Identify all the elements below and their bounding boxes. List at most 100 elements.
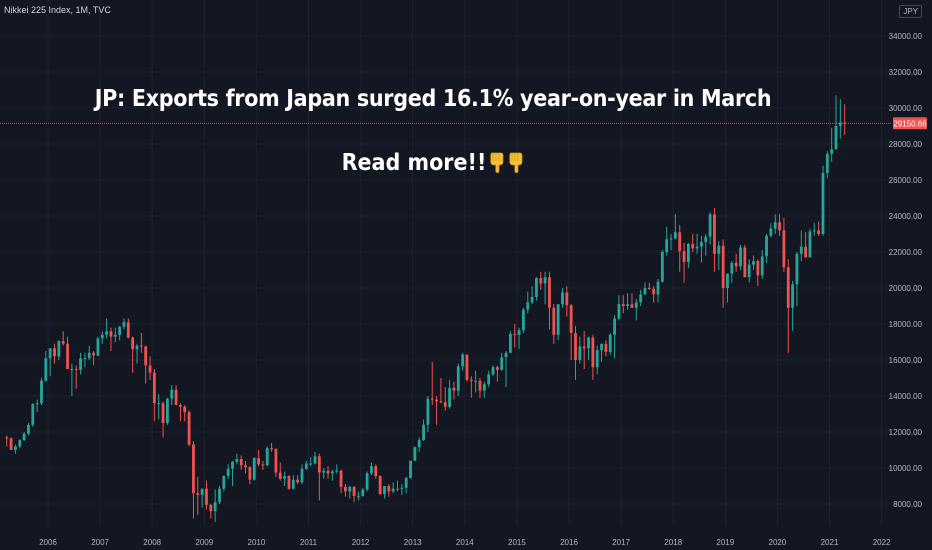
candle-body bbox=[404, 477, 408, 488]
candle-body bbox=[313, 456, 317, 464]
candle-body bbox=[600, 343, 603, 351]
backhand-index-pointing-down-icon bbox=[490, 152, 504, 173]
candle-body bbox=[673, 232, 677, 239]
candle-body bbox=[647, 288, 651, 289]
candle-body bbox=[643, 288, 647, 295]
headline-line2: Read more!! bbox=[0, 150, 866, 176]
candle-body bbox=[713, 214, 716, 254]
candle-body bbox=[387, 486, 391, 492]
currency-badge[interactable]: JPY bbox=[899, 5, 922, 18]
candle-body bbox=[747, 264, 751, 278]
x-tick-label: 2016 bbox=[560, 538, 578, 547]
candle-body bbox=[448, 387, 452, 407]
symbol-title[interactable]: Nikkei 225 Index, 1M, TVC bbox=[4, 5, 111, 15]
candle-body bbox=[400, 487, 404, 489]
candle-body bbox=[187, 412, 191, 445]
candle-body bbox=[109, 331, 113, 337]
candle-body bbox=[365, 473, 369, 490]
candle-body bbox=[309, 463, 313, 465]
candle-body bbox=[639, 294, 643, 303]
candle-body bbox=[834, 126, 838, 150]
candle-body bbox=[482, 384, 486, 391]
candle-body bbox=[122, 322, 126, 327]
candle-body bbox=[782, 230, 786, 268]
candle-body bbox=[14, 446, 17, 450]
candle-body bbox=[700, 242, 703, 247]
candle-body bbox=[791, 284, 794, 308]
candle-body bbox=[174, 389, 178, 405]
x-tick-label: 2018 bbox=[664, 538, 682, 547]
candle-body bbox=[409, 460, 412, 478]
y-tick-label: 22000.00 bbox=[889, 248, 923, 257]
candle-body bbox=[526, 302, 530, 310]
candle-body bbox=[70, 369, 74, 370]
candle-body bbox=[726, 273, 729, 288]
candle-body bbox=[317, 456, 321, 473]
candle-body bbox=[487, 374, 491, 385]
candle-body bbox=[621, 304, 625, 306]
candle-body bbox=[665, 239, 669, 252]
x-tick-label: 2012 bbox=[352, 538, 370, 547]
last-price-tag-background bbox=[893, 117, 927, 130]
candle-body bbox=[9, 438, 13, 450]
x-tick-label: 2021 bbox=[821, 538, 839, 547]
y-tick-label: 18000.00 bbox=[889, 320, 923, 329]
y-tick-label: 32000.00 bbox=[889, 68, 923, 77]
candle-body bbox=[461, 354, 465, 367]
candle-body bbox=[743, 247, 747, 278]
read-more-text: Read more!! bbox=[341, 150, 487, 176]
candle-body bbox=[704, 236, 708, 243]
candle-body bbox=[283, 476, 287, 479]
candle-body bbox=[708, 214, 712, 237]
candle-body bbox=[96, 338, 100, 356]
candle-body bbox=[378, 476, 382, 495]
candle-body bbox=[218, 488, 221, 503]
candle-body bbox=[274, 449, 278, 473]
candle-body bbox=[35, 403, 39, 405]
candle-body bbox=[40, 380, 43, 404]
candle-body bbox=[300, 468, 304, 483]
candle-body bbox=[226, 468, 230, 477]
time-axis[interactable]: 2006 2007 2008 2009 2010 2011 2012 2013 2014 2015… bbox=[39, 538, 891, 547]
candle-body bbox=[543, 277, 547, 284]
y-tick-label: 20000.00 bbox=[889, 284, 923, 293]
x-tick-label: 2007 bbox=[91, 538, 109, 547]
candle-body bbox=[352, 486, 356, 496]
candles bbox=[5, 95, 847, 522]
candle-body bbox=[170, 389, 174, 399]
candle-body bbox=[148, 365, 152, 373]
y-tick-label: 12000.00 bbox=[889, 428, 923, 437]
candle-body bbox=[74, 369, 78, 370]
candle-body bbox=[413, 447, 417, 461]
candle-body bbox=[179, 405, 182, 407]
candle-body bbox=[795, 253, 799, 285]
candle-body bbox=[469, 379, 473, 381]
candle-body bbox=[183, 406, 187, 413]
candle-body bbox=[335, 470, 339, 472]
candle-body bbox=[582, 346, 586, 349]
candle-body bbox=[192, 444, 195, 494]
x-tick-label: 2011 bbox=[300, 538, 318, 547]
candle-body bbox=[752, 261, 755, 265]
candle-body bbox=[760, 256, 764, 276]
candle-body bbox=[83, 358, 87, 360]
candle-body bbox=[44, 358, 48, 381]
candle-body bbox=[100, 334, 104, 339]
x-tick-label: 2009 bbox=[195, 538, 213, 547]
candle-body bbox=[361, 489, 365, 496]
x-tick-label: 2017 bbox=[612, 538, 630, 547]
candle-body bbox=[574, 333, 577, 360]
candle-body bbox=[808, 231, 812, 258]
x-tick-label: 2013 bbox=[404, 538, 422, 547]
candle-body bbox=[27, 424, 30, 434]
x-tick-label: 2015 bbox=[508, 538, 526, 547]
candle-body bbox=[435, 399, 438, 402]
price-axis[interactable]: 8000.00 10000.00 12000.00 14000.00 16000.00 1… bbox=[889, 32, 923, 509]
y-tick-label: 24000.00 bbox=[889, 212, 923, 221]
candle-body bbox=[296, 479, 300, 483]
candle-body bbox=[18, 440, 22, 447]
candle-body bbox=[357, 495, 360, 497]
candle-body bbox=[660, 252, 664, 282]
candle-body bbox=[261, 464, 265, 466]
